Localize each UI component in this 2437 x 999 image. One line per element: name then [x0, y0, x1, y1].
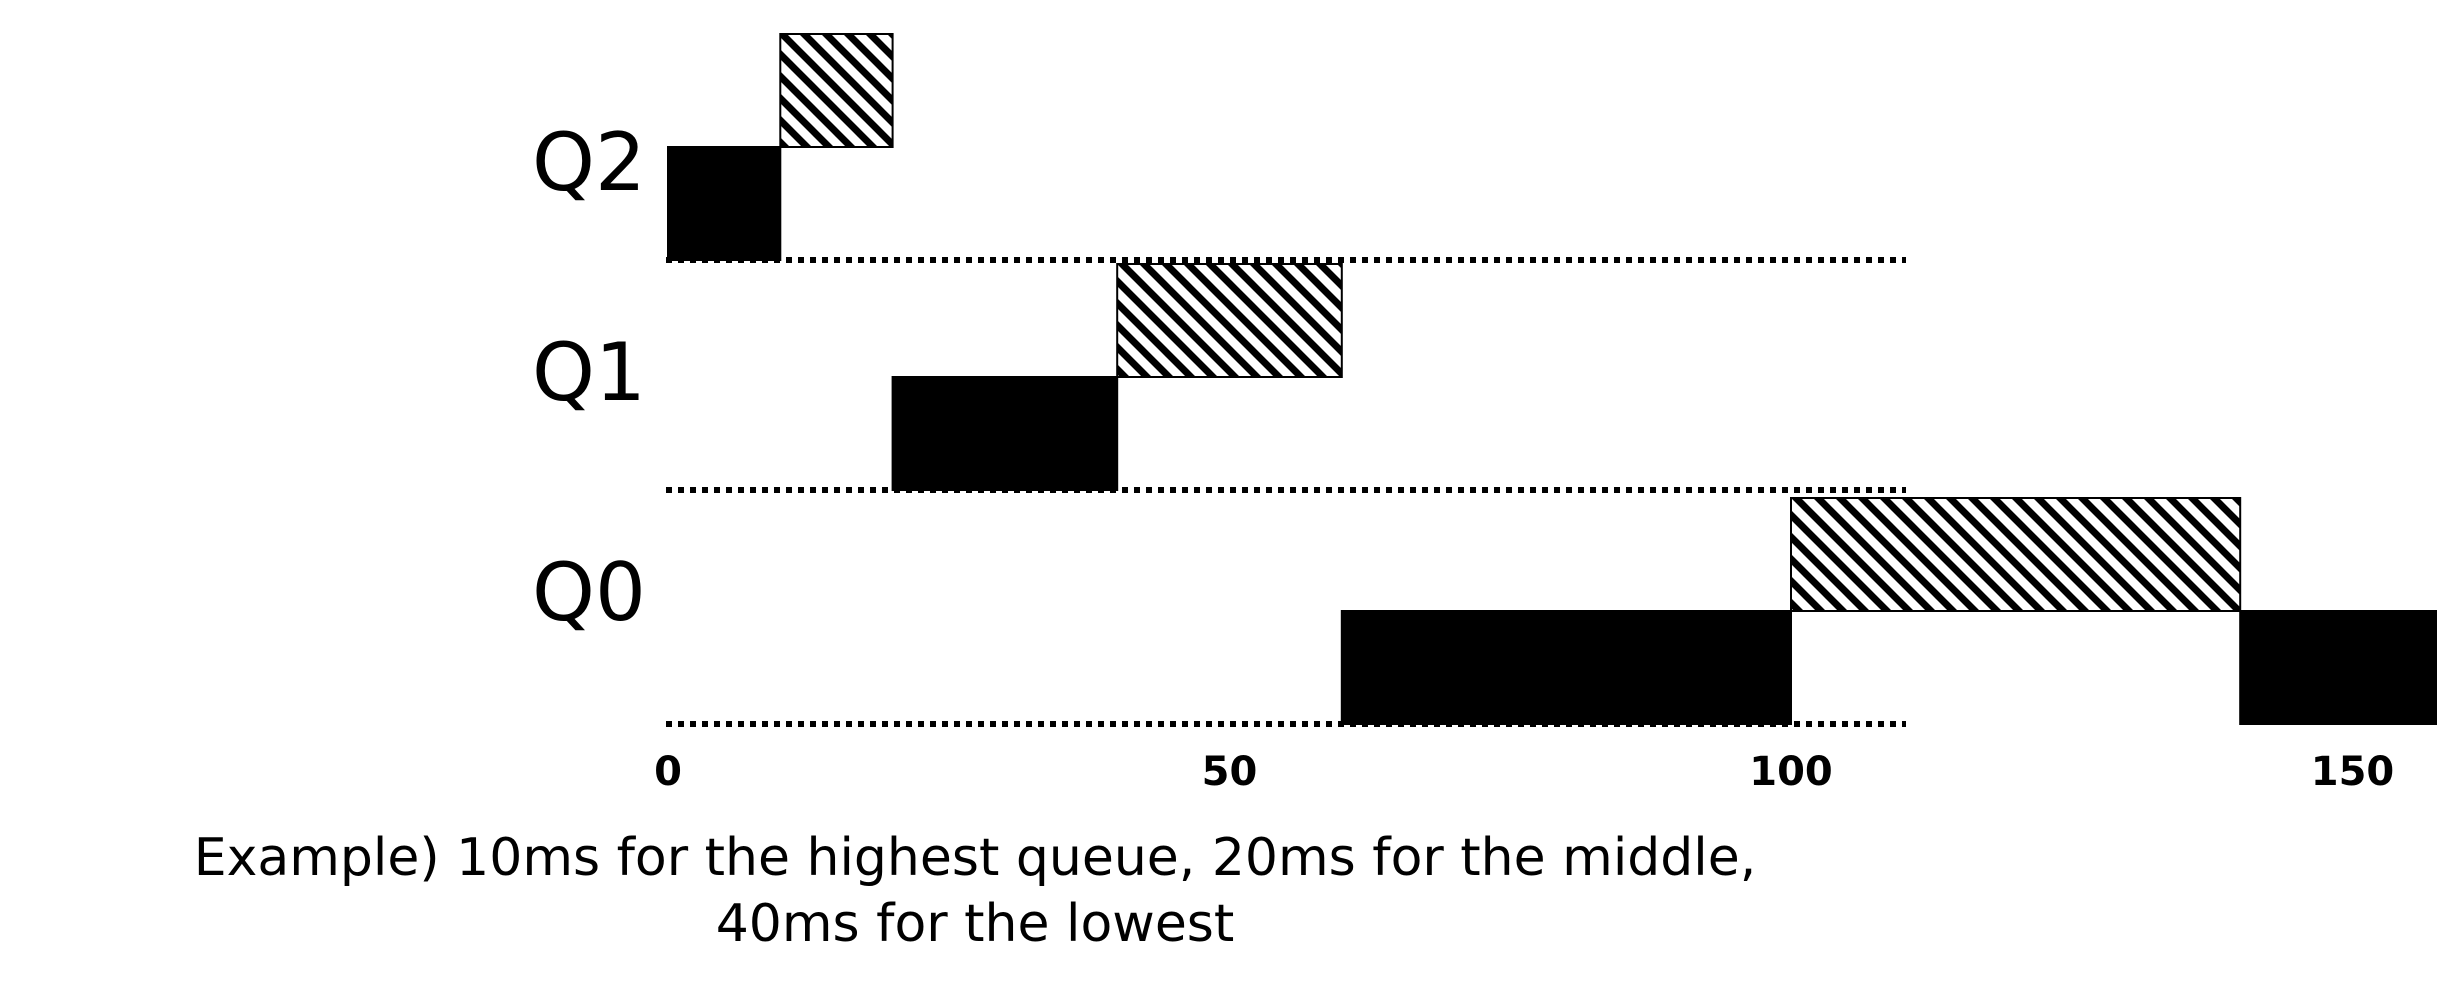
job-a-bar-0	[667, 146, 782, 261]
job-a-bar-4	[1340, 610, 1793, 725]
queue-label-q1: Q1	[532, 326, 646, 419]
job-b-bar-3	[1116, 263, 1343, 378]
caption: Example) 10ms for the highest queue, 20m…	[0, 825, 1950, 957]
job-a-bar-6	[2239, 610, 2437, 725]
job-b-bar-5	[1790, 497, 2242, 612]
caption-line-1: Example) 10ms for the highest queue, 20m…	[193, 828, 1757, 888]
x-tick-100: 100	[1749, 749, 1833, 795]
caption-line-2: 40ms for the lowest	[715, 894, 1235, 954]
x-tick-50: 50	[1202, 749, 1258, 795]
job-a-bar-2	[891, 376, 1119, 491]
job-b-bar-1	[779, 33, 894, 148]
queue-label-q0: Q0	[532, 546, 646, 639]
queue-label-q2: Q2	[532, 116, 646, 209]
job-bars	[667, 33, 2437, 725]
x-tick-150: 150	[2311, 749, 2395, 795]
queue-labels: Q2 Q1 Q0	[532, 116, 646, 639]
x-tick-0: 0	[654, 749, 682, 795]
x-axis-ticks: 050100150200	[654, 749, 2395, 795]
